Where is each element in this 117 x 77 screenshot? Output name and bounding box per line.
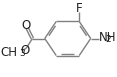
Text: O: O bbox=[22, 19, 31, 32]
Text: NH: NH bbox=[99, 31, 117, 44]
Text: 3: 3 bbox=[19, 49, 25, 58]
Text: 2: 2 bbox=[105, 35, 111, 44]
Text: O: O bbox=[20, 44, 30, 57]
Text: CH: CH bbox=[1, 46, 18, 59]
Text: F: F bbox=[76, 2, 82, 15]
